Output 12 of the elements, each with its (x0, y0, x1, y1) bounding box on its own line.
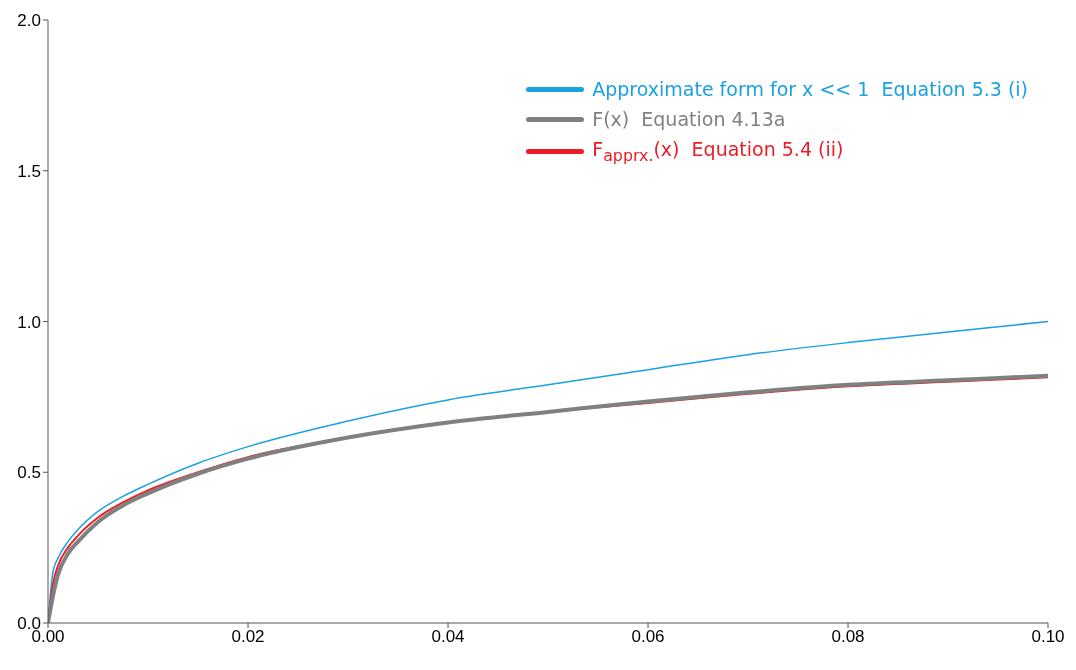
x-tick-label: 0.02 (231, 627, 265, 647)
legend-label: F(x) Equation 4.13a (592, 108, 786, 130)
legend-label: F$_{apprx.}$(x) Equation 5.4 (ii) (592, 138, 844, 165)
y-tick-label: 2.0 (17, 11, 41, 31)
y-tick-label: 0.5 (17, 463, 41, 483)
x-tick-label: 0.06 (631, 627, 665, 647)
x-tick-label: 0.04 (431, 627, 465, 647)
x-tick-label: 0.08 (831, 627, 865, 647)
y-tick-label: 1.0 (17, 312, 41, 332)
legend-label: Approximate form for x << 1 Equation 5.3 (i) (592, 78, 1028, 100)
x-tick-label: 0.10 (1031, 627, 1065, 647)
y-tick-label: 1.5 (17, 161, 41, 181)
